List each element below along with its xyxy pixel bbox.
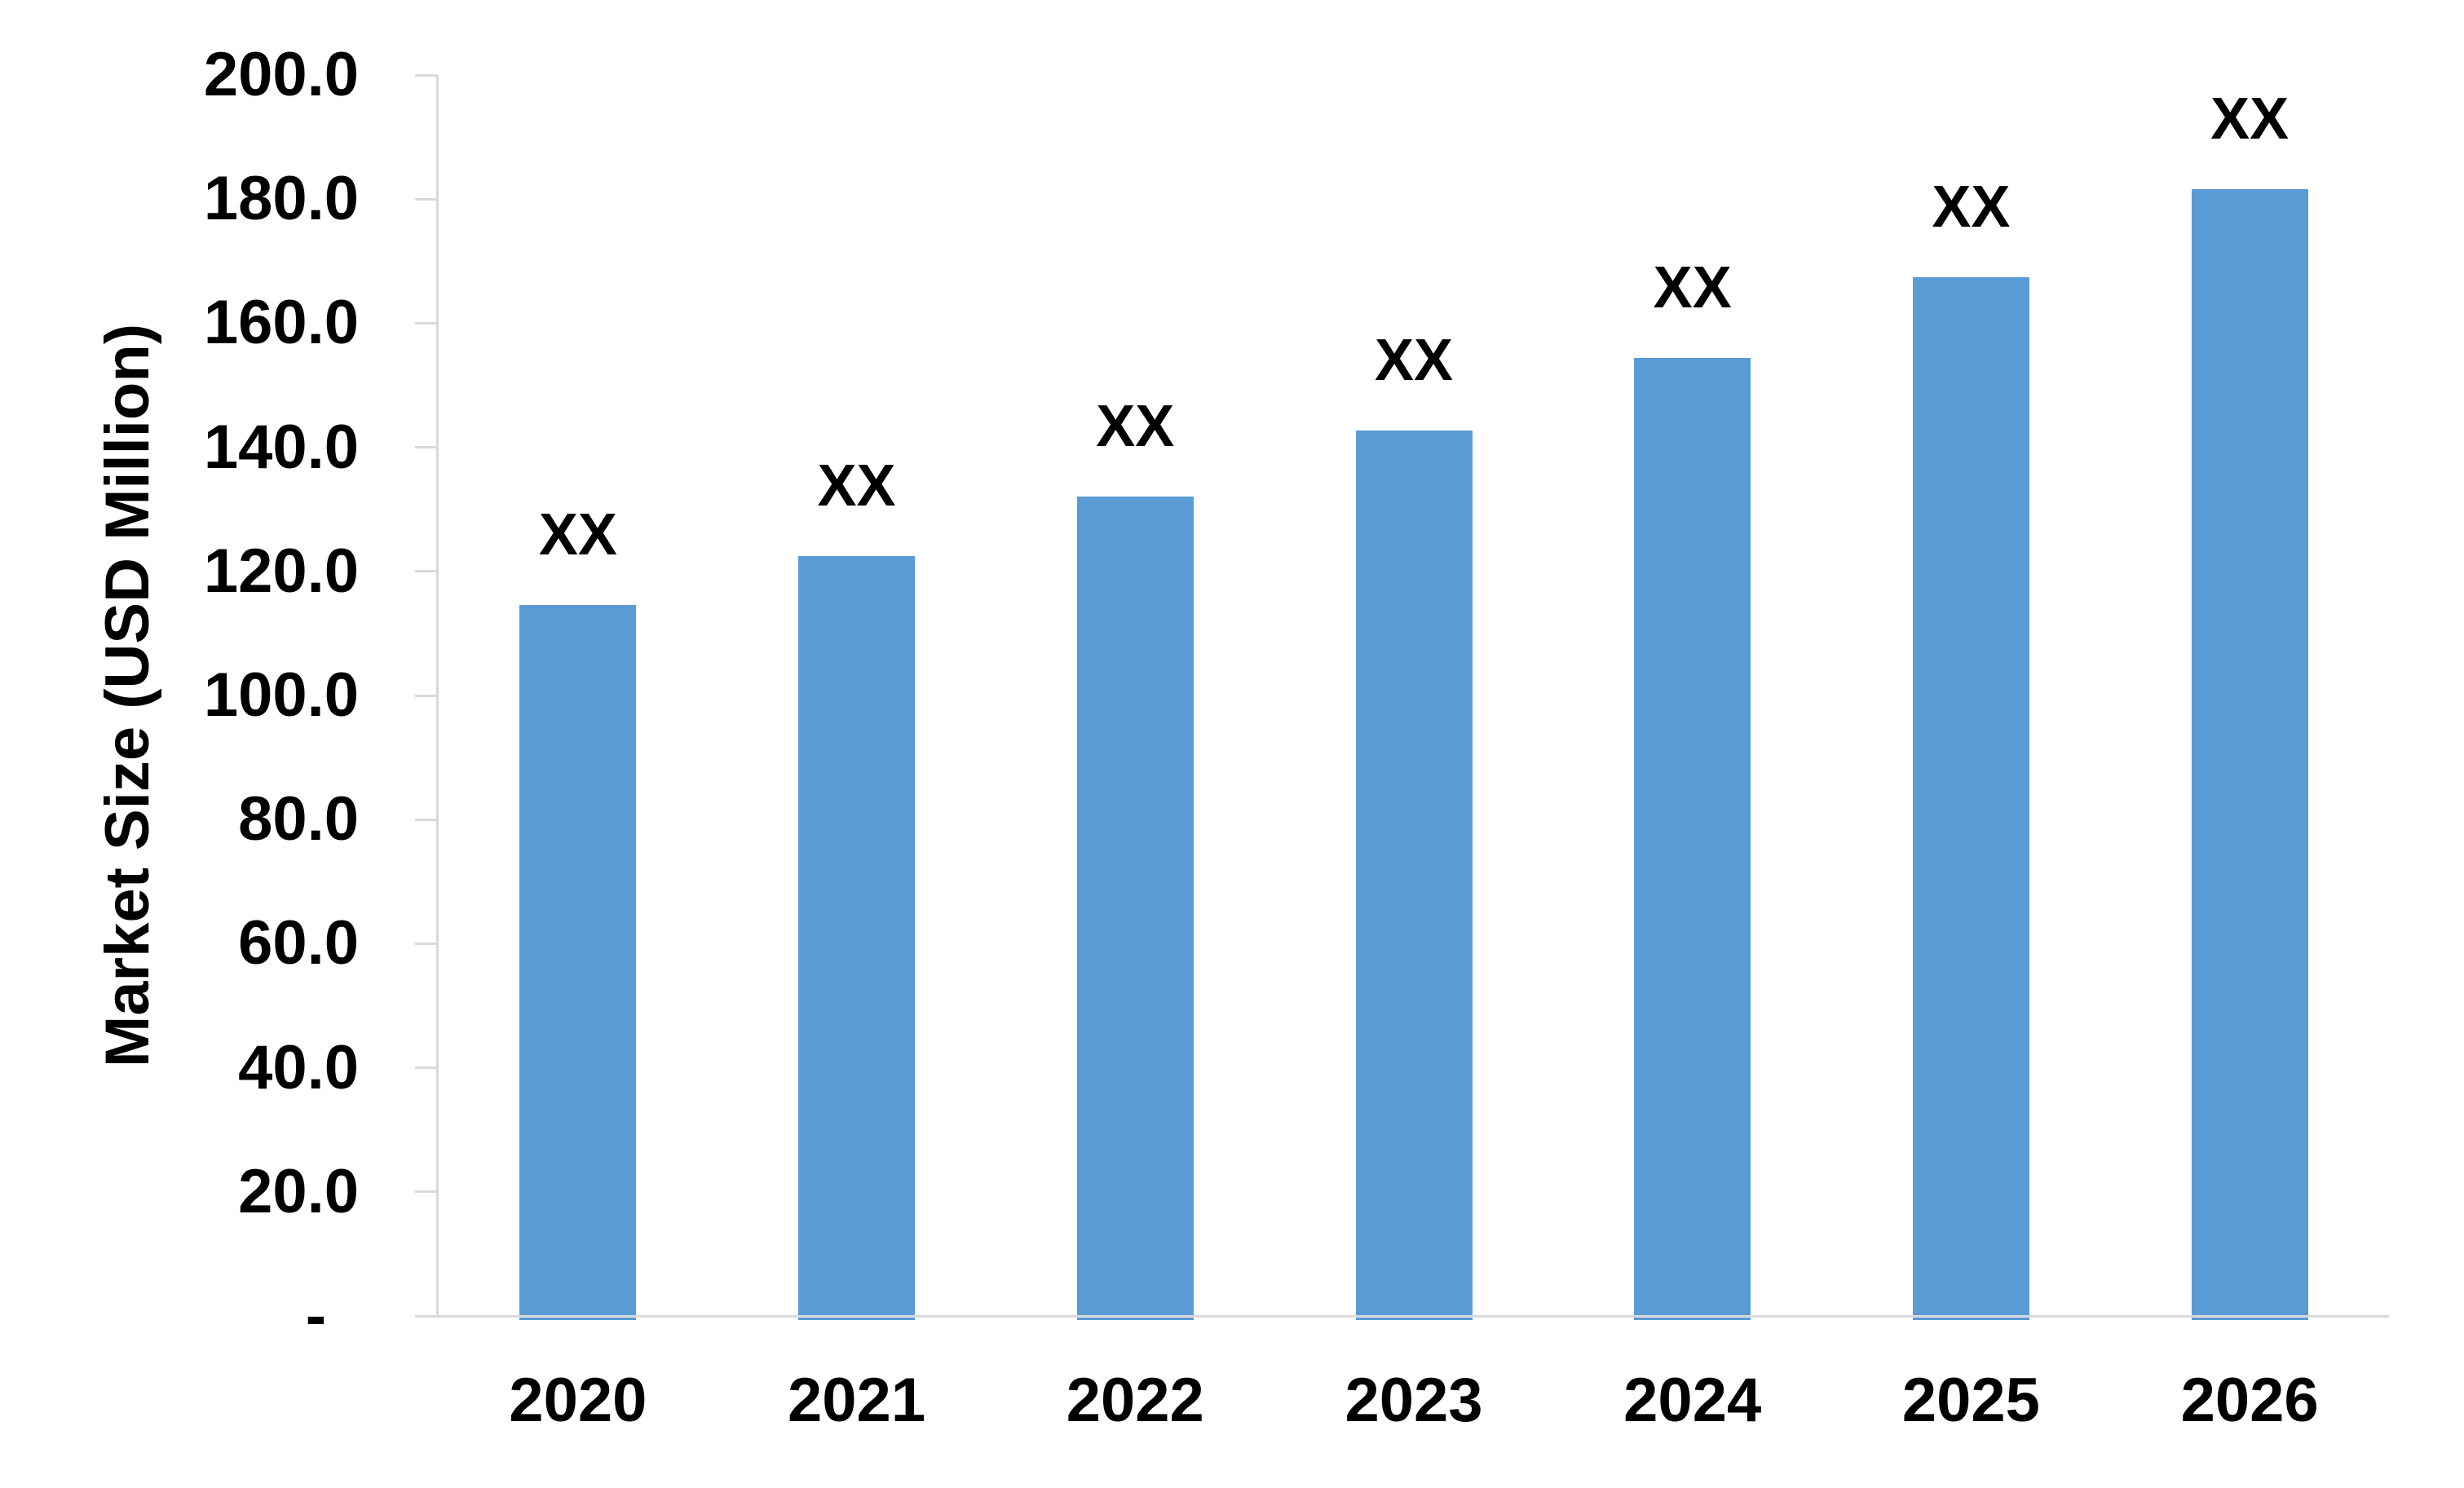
y-tick-mark-120 — [415, 570, 437, 573]
bar-2021 — [798, 555, 916, 1320]
bar-2025 — [1912, 277, 2029, 1320]
y-tick-mark-180 — [415, 197, 437, 201]
y-tick-mark-40 — [415, 1066, 437, 1070]
x-axis-label-2026: 2026 — [2180, 1366, 2319, 1435]
bar-data-label-2020: XX — [538, 501, 617, 567]
bar-data-label-2025: XX — [1932, 174, 2011, 241]
bar-2020 — [519, 604, 637, 1320]
bar-data-label-2022: XX — [1096, 394, 1175, 460]
y-tick-mark-100 — [415, 694, 437, 697]
x-axis-label-2025: 2025 — [1901, 1366, 2040, 1435]
y-tick-label-100: 100.0 — [203, 660, 359, 730]
bar-data-label-2023: XX — [1374, 328, 1454, 394]
bar-2024 — [1634, 358, 1751, 1320]
y-tick-label-40: 40.0 — [238, 1032, 359, 1102]
y-tick-label-180: 180.0 — [203, 164, 359, 234]
y-tick-mark-20 — [415, 1190, 437, 1194]
bar-2023 — [1355, 431, 1473, 1320]
bar-2026 — [2191, 189, 2308, 1320]
x-axis-label-2020: 2020 — [509, 1366, 647, 1435]
bar-2022 — [1076, 497, 1194, 1320]
bar-data-label-2024: XX — [1653, 255, 1732, 321]
x-axis-label-2024: 2024 — [1623, 1366, 1762, 1435]
x-axis-line — [415, 1315, 2389, 1318]
y-tick-label-80: 80.0 — [238, 784, 359, 854]
y-tick-mark-160 — [415, 321, 437, 325]
x-axis-label-2022: 2022 — [1066, 1366, 1204, 1435]
y-tick-label-60: 60.0 — [238, 908, 359, 978]
y-tick-mark-80 — [415, 818, 437, 821]
x-axis-label-2021: 2021 — [788, 1366, 926, 1435]
y-tick-label-140: 140.0 — [203, 412, 359, 482]
y-tick-label-20: 20.0 — [238, 1156, 359, 1226]
bar-data-label-2021: XX — [817, 453, 896, 519]
x-axis-label-2023: 2023 — [1345, 1366, 1483, 1435]
y-tick-label-160: 160.0 — [203, 288, 359, 358]
bar-data-label-2026: XX — [2210, 86, 2290, 152]
y-tick-label-200: 200.0 — [203, 40, 359, 109]
y-tick-mark-200 — [415, 73, 437, 77]
y-tick-mark-60 — [415, 942, 437, 945]
y-tick-label-0: - — [305, 1281, 326, 1350]
y-axis-line — [436, 75, 439, 1318]
y-tick-label-120: 120.0 — [203, 536, 359, 606]
y-tick-mark-140 — [415, 446, 437, 449]
